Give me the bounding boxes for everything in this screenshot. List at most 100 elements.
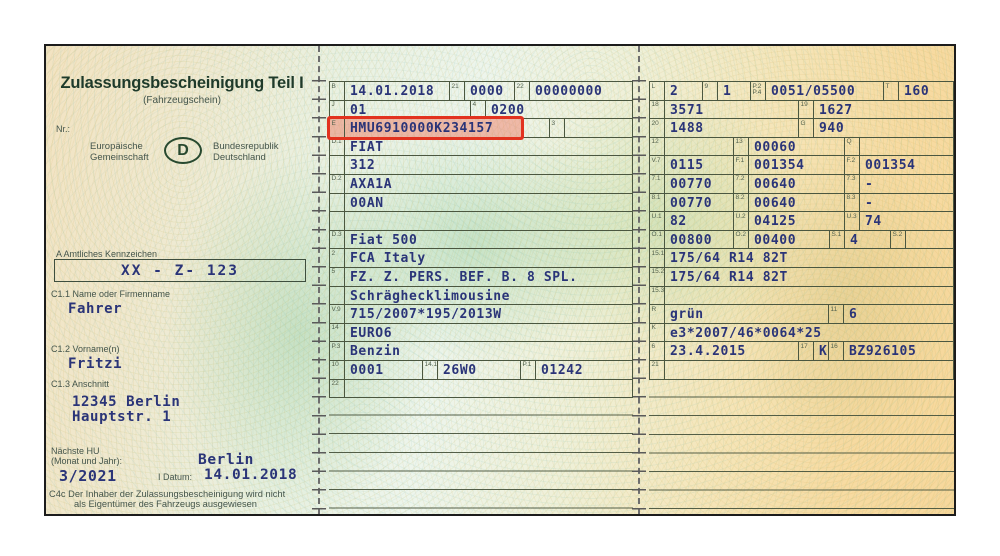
field-value: 175/64 R14 82T bbox=[670, 269, 788, 285]
field-value: 1 bbox=[723, 84, 732, 99]
field: 15.2 175/64 R14 82T bbox=[650, 267, 953, 286]
field-row: 2 FCA Italy bbox=[330, 249, 632, 268]
field-row: 22 bbox=[330, 379, 632, 399]
field: 312 bbox=[330, 156, 632, 174]
field-key bbox=[330, 212, 345, 230]
field-value bbox=[665, 287, 953, 305]
column-separator-left bbox=[312, 46, 326, 514]
field-row: 21 bbox=[650, 360, 953, 380]
field-value: K bbox=[819, 344, 828, 360]
field: 7.3- bbox=[844, 174, 953, 193]
field-key: 8.2 bbox=[734, 193, 749, 212]
field-value: 00000000 bbox=[535, 84, 603, 99]
field-row: B 14.01.2018 21 0000 22 00000000 bbox=[330, 82, 632, 101]
field-key: 14.1 bbox=[423, 360, 438, 379]
field-row: 5 FZ. Z. PERS. BEF. B. 8 SPL. bbox=[330, 267, 632, 287]
field: 15.3 bbox=[650, 286, 953, 305]
field-key: 10 bbox=[330, 360, 345, 379]
field-value: 1488 bbox=[670, 121, 704, 137]
field-key: 7.2 bbox=[734, 174, 749, 193]
field: 3 bbox=[549, 119, 632, 137]
field-value: 0115 bbox=[670, 158, 704, 174]
field: T 160 bbox=[883, 82, 953, 100]
field-value: FCA Italy bbox=[350, 251, 426, 267]
hu-label-line2: (Monat und Jahr): bbox=[51, 456, 123, 466]
field-value: 4 bbox=[850, 232, 859, 248]
address-label: C1.3 Anschnitt bbox=[51, 379, 110, 389]
field-value bbox=[345, 212, 632, 230]
field: 21 bbox=[650, 360, 953, 379]
issue-date-label: I Datum: bbox=[158, 472, 193, 482]
field bbox=[330, 212, 632, 230]
eu-community-line1: Europäische bbox=[90, 141, 143, 152]
country-line2: Deutschland bbox=[213, 152, 266, 163]
column-separator-right bbox=[632, 46, 646, 514]
field-value: 00640 bbox=[754, 195, 797, 211]
plate-label: A Amtliches Kennzeichen bbox=[56, 249, 158, 259]
field-value: 6 bbox=[849, 307, 858, 323]
field-row: D.2 AXA1A bbox=[330, 174, 632, 194]
field: 17 K bbox=[798, 342, 828, 360]
country-badge: D bbox=[164, 137, 202, 164]
field: 7.2 00640 bbox=[733, 174, 844, 193]
field-key: 15.1 bbox=[650, 249, 665, 267]
field-value: grün bbox=[670, 307, 704, 323]
field-value: 175/64 R14 82T bbox=[670, 251, 788, 267]
field: 14.1 26W0 bbox=[422, 360, 520, 379]
field-key: B bbox=[330, 82, 345, 100]
field-value bbox=[665, 138, 733, 156]
field-key bbox=[330, 193, 345, 212]
field-row: J 01 4 0200 bbox=[330, 100, 632, 120]
field-key: S.1 bbox=[830, 230, 845, 249]
c4c-note-line1: C4c Der Inhaber der Zulassungsbescheinig… bbox=[49, 489, 286, 499]
field: 8.3- bbox=[844, 193, 953, 212]
field-value: 00640 bbox=[754, 176, 797, 192]
field: 10 0001 bbox=[330, 360, 422, 379]
empty-ruled-lines-right bbox=[649, 379, 954, 516]
field-row: P.3 Benzin bbox=[330, 342, 632, 361]
right-field-grid: L 2 9 1 P.2 P.4 0051/05500 T 160 18 3571 19 1627 20 1… bbox=[649, 81, 954, 380]
spacer-cell bbox=[521, 119, 549, 137]
issue-date: 14.01.2018 bbox=[204, 467, 298, 483]
field-key: O.1 bbox=[650, 230, 665, 249]
document-subtitle: (Fahrzeugschein) bbox=[143, 95, 221, 106]
field-key: E bbox=[330, 119, 345, 137]
empty-ruled-lines-middle bbox=[329, 397, 633, 516]
field-row: V.7 0115 F.1 001354 F.2 001354 bbox=[650, 156, 953, 175]
field: F.2 001354 bbox=[844, 156, 953, 174]
hu-value: 3/2021 bbox=[59, 467, 117, 485]
field: 15.1 175/64 R14 82T bbox=[650, 249, 953, 267]
field-row: 00AN bbox=[330, 193, 632, 213]
field-key: 13 bbox=[734, 137, 749, 156]
field-key: V.7 bbox=[650, 156, 665, 174]
field-key: P.1 bbox=[521, 360, 536, 379]
field: V.7 0115 bbox=[650, 156, 733, 174]
field-value: 0001 bbox=[350, 362, 384, 378]
firstname-label: C1.2 Vorname(n) bbox=[51, 344, 120, 354]
field: 4 0200 bbox=[470, 100, 632, 119]
field: Schräghecklimousine bbox=[330, 286, 632, 305]
field: 6 23.4.2015 bbox=[650, 342, 798, 360]
field-value: 26W0 bbox=[443, 362, 477, 378]
field-value: 0200 bbox=[491, 102, 525, 118]
field-key: P.2 P.4 bbox=[751, 82, 766, 100]
field: 13 00060 bbox=[733, 137, 844, 156]
field-value: e3*2007/46*0064*25 bbox=[670, 325, 822, 341]
hu-label-line1: Nächste HU bbox=[51, 446, 100, 456]
field: D.2 AXA1A bbox=[330, 174, 632, 193]
field-row: 6 23.4.2015 17 K 16 BZ926105 bbox=[650, 342, 953, 361]
field-key: 15.2 bbox=[650, 267, 665, 286]
field-key: 7.1 bbox=[650, 174, 665, 193]
field-value: 160 bbox=[904, 84, 930, 99]
field-key: 20 bbox=[650, 119, 665, 137]
field-row: 8.1 00770 8.2 00640 8.3- bbox=[650, 193, 953, 213]
field-value bbox=[860, 138, 953, 156]
field-key: D.3 bbox=[330, 230, 345, 249]
field: D.3 Fiat 500 bbox=[330, 230, 632, 249]
field-value: BZ926105 bbox=[849, 344, 917, 360]
field: 14 EURO6 bbox=[330, 323, 632, 342]
field-value: 715/2007*195/2013W bbox=[350, 307, 502, 323]
field-key: V.9 bbox=[330, 305, 345, 323]
